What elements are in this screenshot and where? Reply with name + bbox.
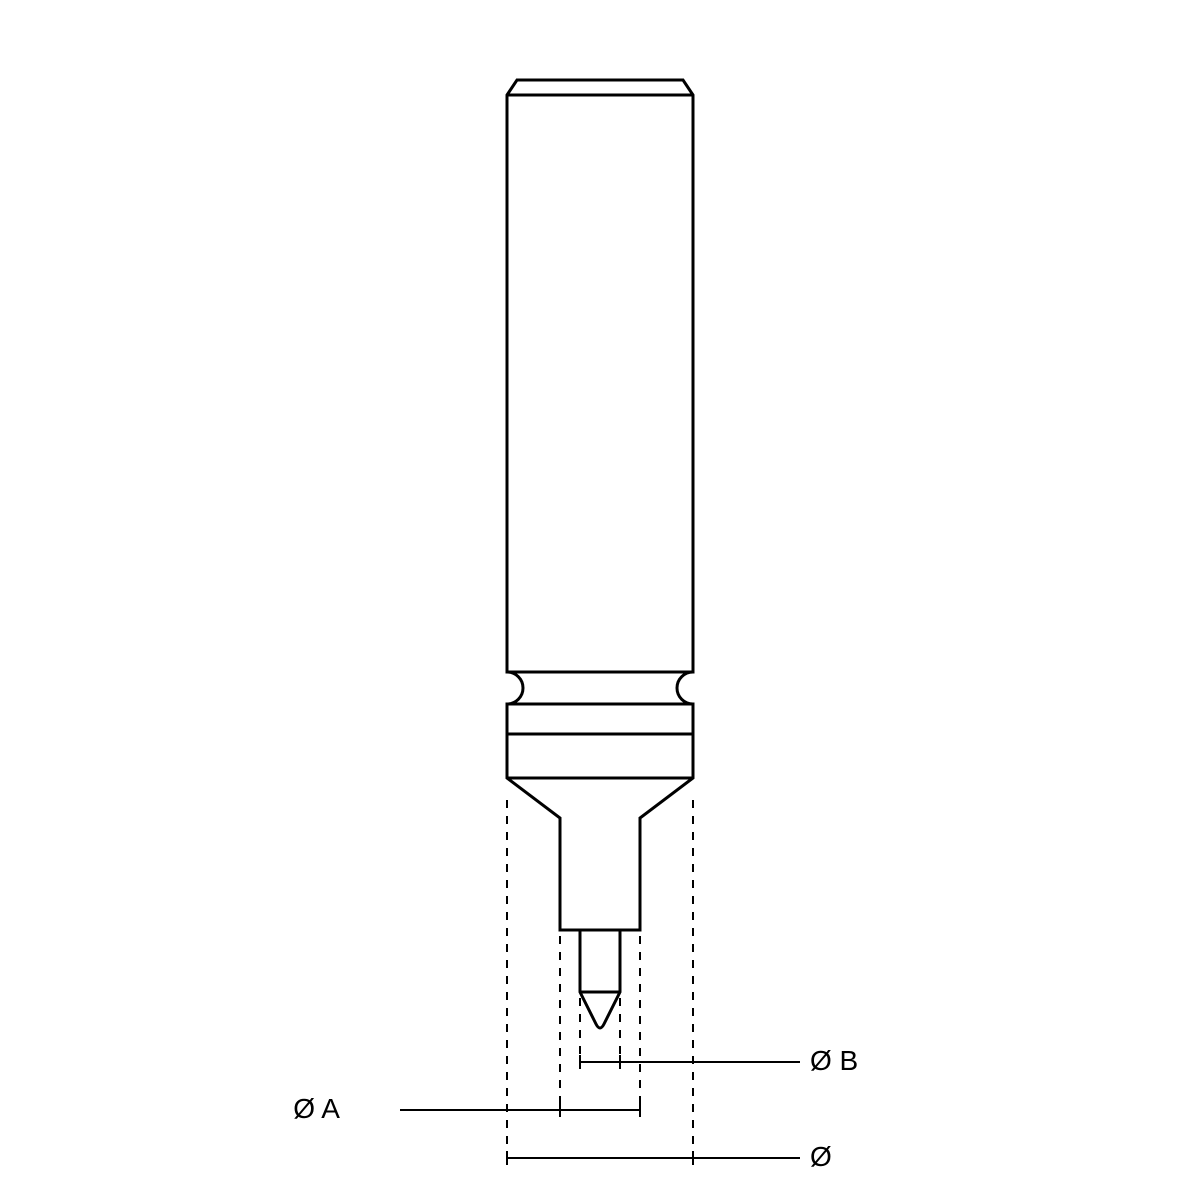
part-outline (507, 80, 693, 1028)
dimension-label: Ø A (293, 1093, 340, 1124)
dimension-label: Ø B (810, 1045, 858, 1076)
dimension-label: Ø (810, 1141, 832, 1172)
